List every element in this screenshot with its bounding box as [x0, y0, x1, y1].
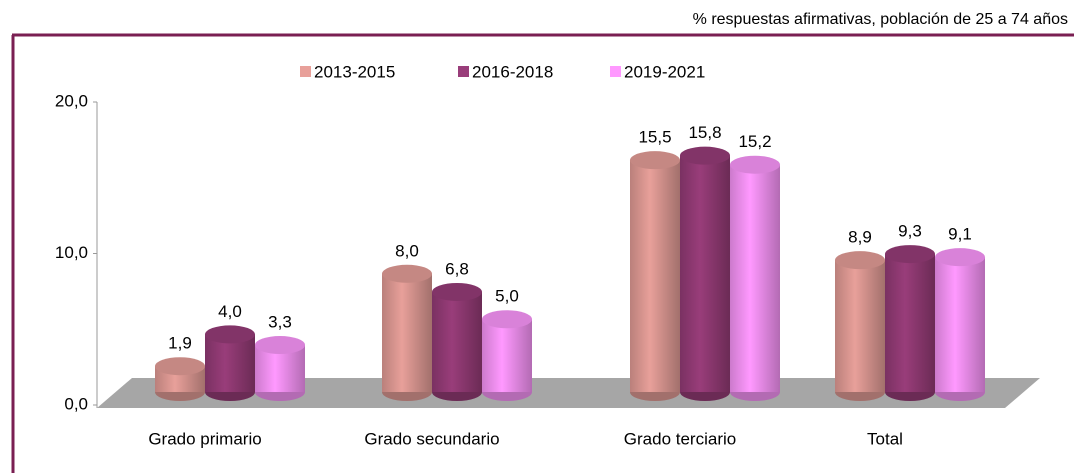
legend-swatch — [610, 66, 621, 77]
floor — [97, 378, 1040, 408]
data-label: 8,0 — [395, 241, 419, 260]
data-label: 4,0 — [218, 302, 242, 321]
bar-cap — [935, 248, 985, 267]
x-tick-label: Grado primario — [148, 429, 261, 448]
bar-cap — [630, 151, 680, 170]
bar-cap — [432, 282, 482, 301]
bar — [730, 164, 780, 392]
x-tick-label: Total — [867, 429, 903, 448]
legend-label: 2016-2018 — [472, 62, 553, 81]
bar — [835, 260, 885, 392]
bar-cap — [155, 357, 205, 376]
legend-label: 2019-2021 — [624, 62, 705, 81]
bar — [680, 155, 730, 392]
bar-cap — [255, 336, 305, 355]
data-label: 6,8 — [445, 259, 469, 278]
bar-cap — [885, 245, 935, 264]
bar — [630, 160, 680, 392]
data-label: 9,3 — [898, 222, 922, 241]
y-tick-label: 10,0 — [55, 243, 88, 262]
bar — [482, 319, 532, 392]
bar — [885, 254, 935, 392]
bar — [382, 273, 432, 392]
bar — [935, 257, 985, 392]
y-tick-label: 20,0 — [55, 91, 88, 110]
bar-cap — [835, 251, 885, 270]
bar-cap — [205, 325, 255, 344]
bar — [205, 334, 255, 392]
bar-cap — [730, 155, 780, 174]
chart-subtitle: % respuestas afirmativas, población de 2… — [693, 11, 1068, 28]
y-tick-label: 0,0 — [64, 394, 88, 413]
data-label: 15,8 — [688, 123, 721, 142]
legend-label: 2013-2015 — [314, 62, 395, 81]
data-label: 1,9 — [168, 334, 192, 353]
bar-cap — [482, 310, 532, 329]
data-label: 5,0 — [495, 287, 519, 306]
x-tick-label: Grado terciario — [624, 429, 736, 448]
bar-cap — [382, 264, 432, 283]
data-label: 8,9 — [848, 228, 872, 247]
bar-cap — [680, 146, 730, 165]
x-tick-label: Grado secundario — [364, 429, 499, 448]
data-label: 3,3 — [268, 312, 292, 331]
data-label: 15,5 — [638, 128, 671, 147]
legend-swatch — [458, 66, 469, 77]
data-label: 15,2 — [738, 132, 771, 151]
bar — [432, 291, 482, 392]
data-label: 9,1 — [948, 225, 972, 244]
legend-swatch — [300, 66, 311, 77]
